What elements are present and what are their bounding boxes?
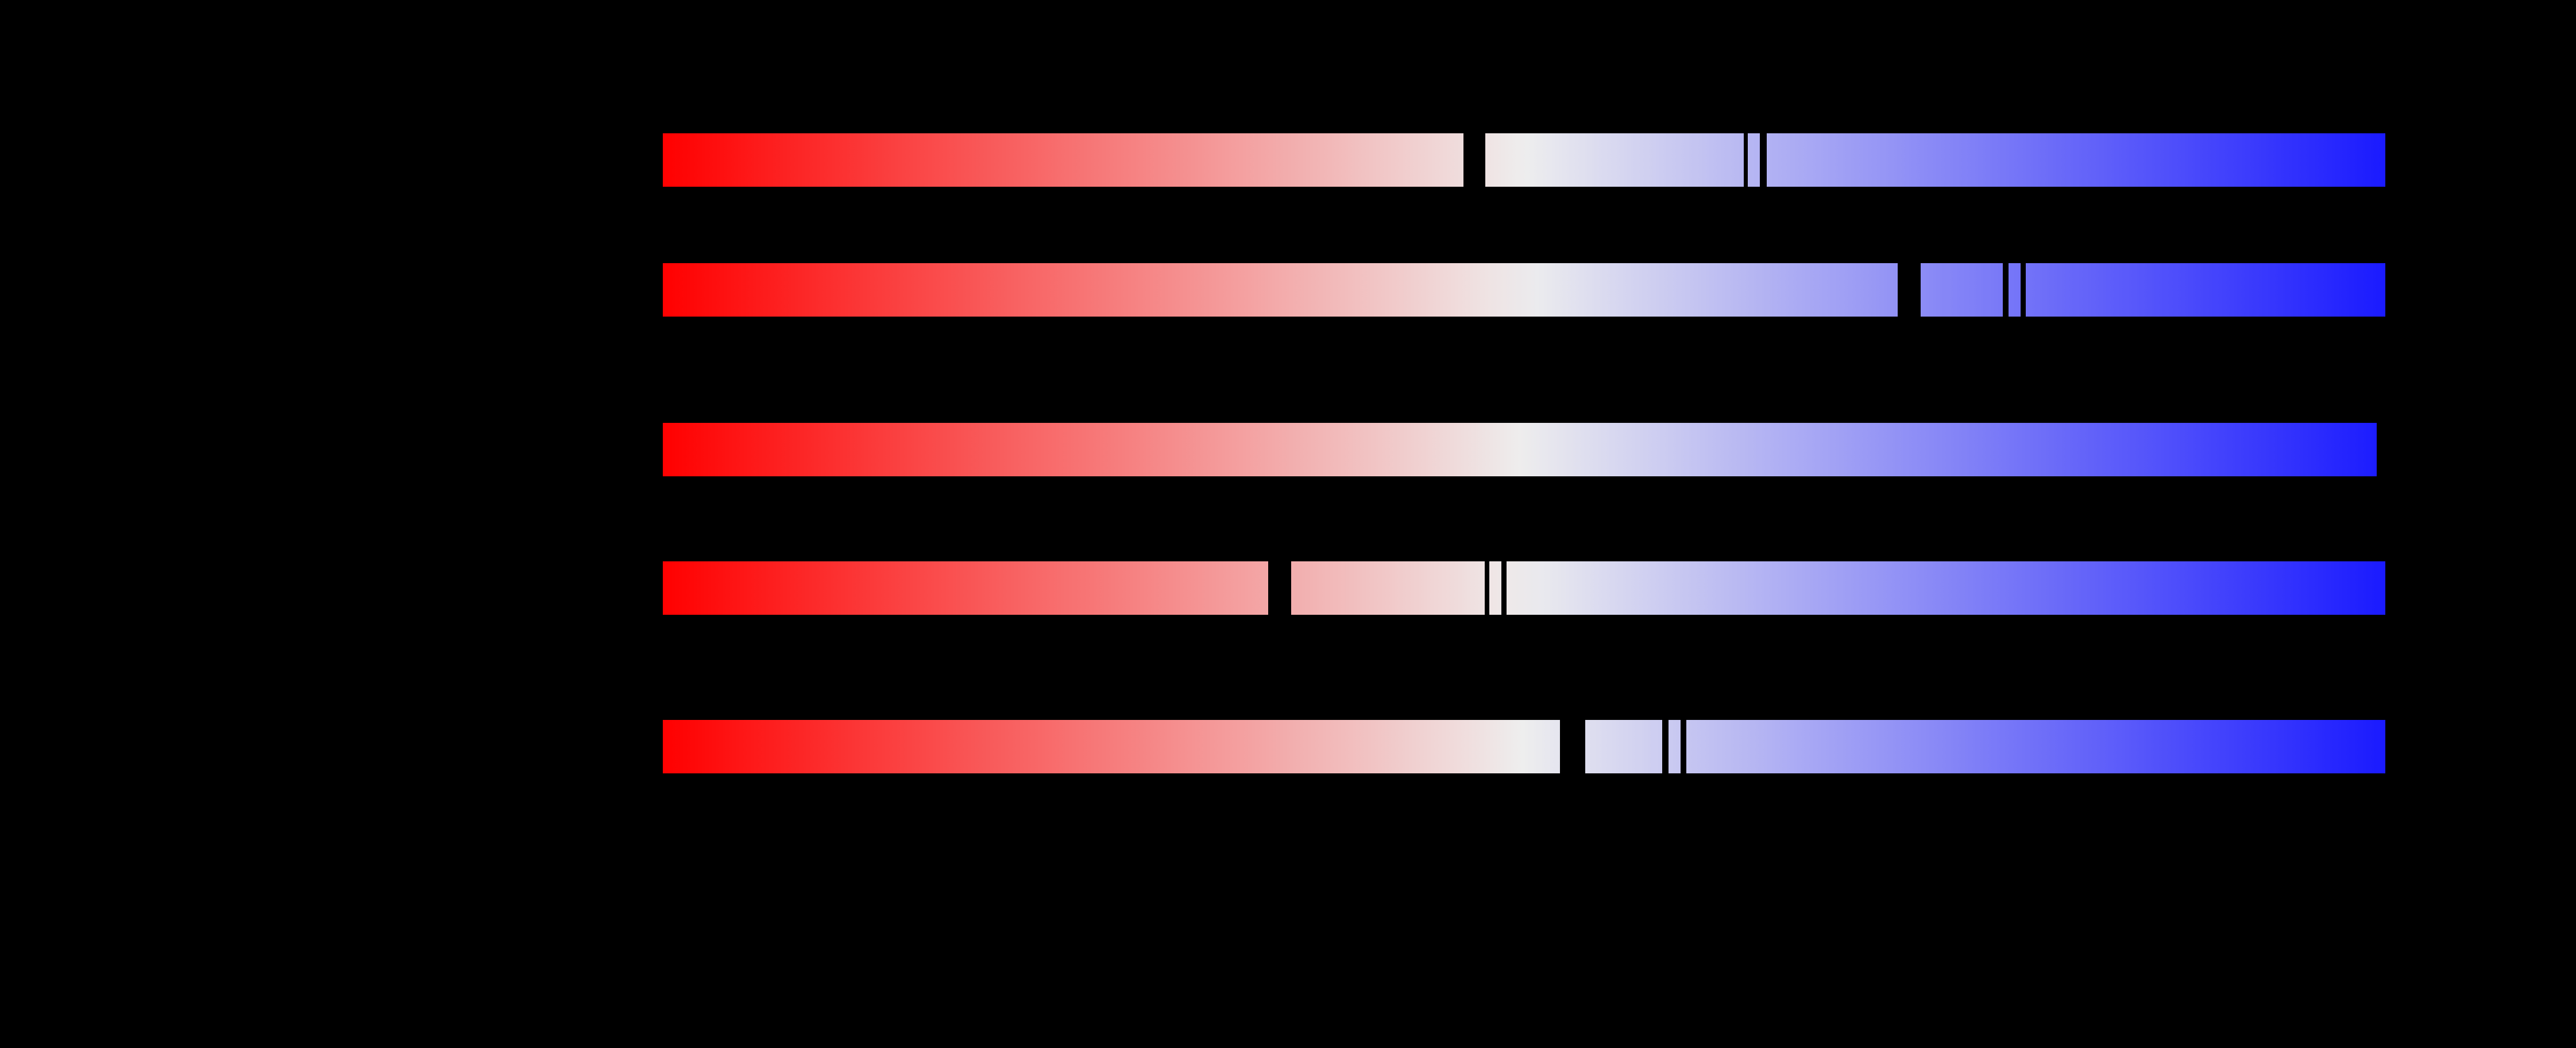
colorbar-segment: [663, 561, 1268, 615]
colorbar-segment: [663, 720, 1560, 773]
colorbar-track: [0, 561, 2576, 615]
colorbar-segment: [2025, 263, 2385, 317]
colorbar-segment: [1686, 720, 2385, 773]
colorbar-segment: [1748, 133, 1760, 187]
colorbar-track: [0, 133, 2576, 187]
colorbar-segment: [1506, 561, 2385, 615]
colorbar-segment: [1291, 561, 1485, 615]
colorbar-segment: [1767, 133, 2385, 187]
colorbar-segment: [663, 423, 2377, 476]
colorbar-track: [0, 423, 2576, 476]
colorbar-segment: [1485, 133, 1744, 187]
colorbar-segment: [1585, 720, 1662, 773]
colorbar-segment: [1668, 720, 1681, 773]
colorbar-track: [0, 263, 2576, 317]
colorbar-segment: [1489, 561, 1501, 615]
colorbar-segment: [663, 133, 1463, 187]
colorbar-segment: [663, 263, 1898, 317]
colorbar-track: [0, 720, 2576, 773]
colorbar-segment: [2008, 263, 2021, 317]
colorbar-segment: [1920, 263, 2003, 317]
